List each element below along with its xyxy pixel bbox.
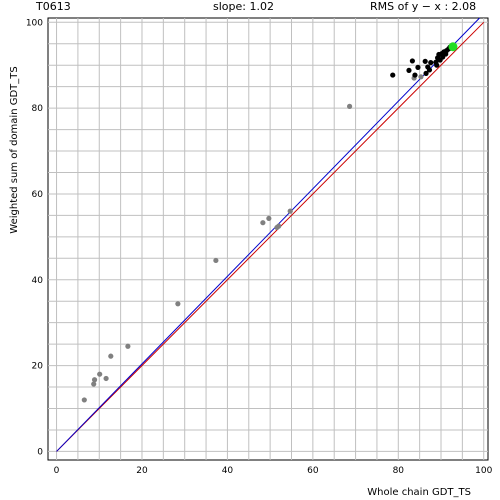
- data-point: [426, 67, 433, 73]
- data-point: [81, 397, 87, 403]
- y-tick-label: 40: [32, 276, 44, 286]
- data-point: [213, 257, 219, 264]
- y-tick-label: 20: [32, 362, 44, 372]
- x-tick-label: 0: [54, 466, 60, 476]
- rms-label: RMS of y − x : 2.08: [370, 0, 477, 13]
- data-point: [266, 215, 272, 222]
- data-point: [276, 223, 282, 229]
- y-tick-label: 100: [26, 18, 43, 28]
- y-tick-label: 0: [37, 447, 43, 457]
- reference-lines: [56, 17, 485, 452]
- data-point: [415, 64, 421, 70]
- data-point: [91, 377, 98, 383]
- data-point: [91, 381, 97, 387]
- data-point: [175, 301, 181, 307]
- data-point: [418, 74, 424, 80]
- data-point: [287, 208, 293, 214]
- data-point: [434, 62, 440, 68]
- data-point: [423, 70, 429, 76]
- fit-line: [56, 17, 480, 452]
- data-point: [412, 72, 418, 78]
- x-axis-label: Whole chain GDT_TS: [367, 487, 471, 498]
- data-point: [108, 353, 114, 359]
- x-tick-label: 100: [475, 466, 492, 476]
- data-point: [406, 67, 412, 73]
- data-points: [81, 42, 458, 403]
- y-tick-label: 80: [32, 104, 44, 114]
- data-point: [409, 58, 415, 64]
- data-point: [260, 220, 266, 226]
- grid-lines: [48, 18, 488, 460]
- x-tick-label: 40: [222, 466, 234, 476]
- x-tick-label: 60: [307, 466, 319, 476]
- x-tick-label: 20: [136, 466, 148, 476]
- data-point: [390, 72, 396, 78]
- target-id-label: T0613: [36, 0, 71, 13]
- data-point: [422, 58, 428, 64]
- identity-line: [56, 21, 485, 452]
- highlight-point: [448, 42, 458, 52]
- data-point: [103, 375, 109, 382]
- data-point: [125, 343, 131, 349]
- tick-labels: 0 20 40 60 80 100 0 20 40 60 80 100: [26, 18, 493, 476]
- slope-label: slope: 1.02: [213, 0, 274, 13]
- data-point: [97, 371, 103, 377]
- data-point: [346, 103, 353, 109]
- data-point: [428, 60, 434, 66]
- y-tick-label: 60: [32, 190, 44, 200]
- x-tick-label: 80: [393, 466, 405, 476]
- y-axis-label: Weighted sum of domain GDT_TS: [9, 66, 20, 233]
